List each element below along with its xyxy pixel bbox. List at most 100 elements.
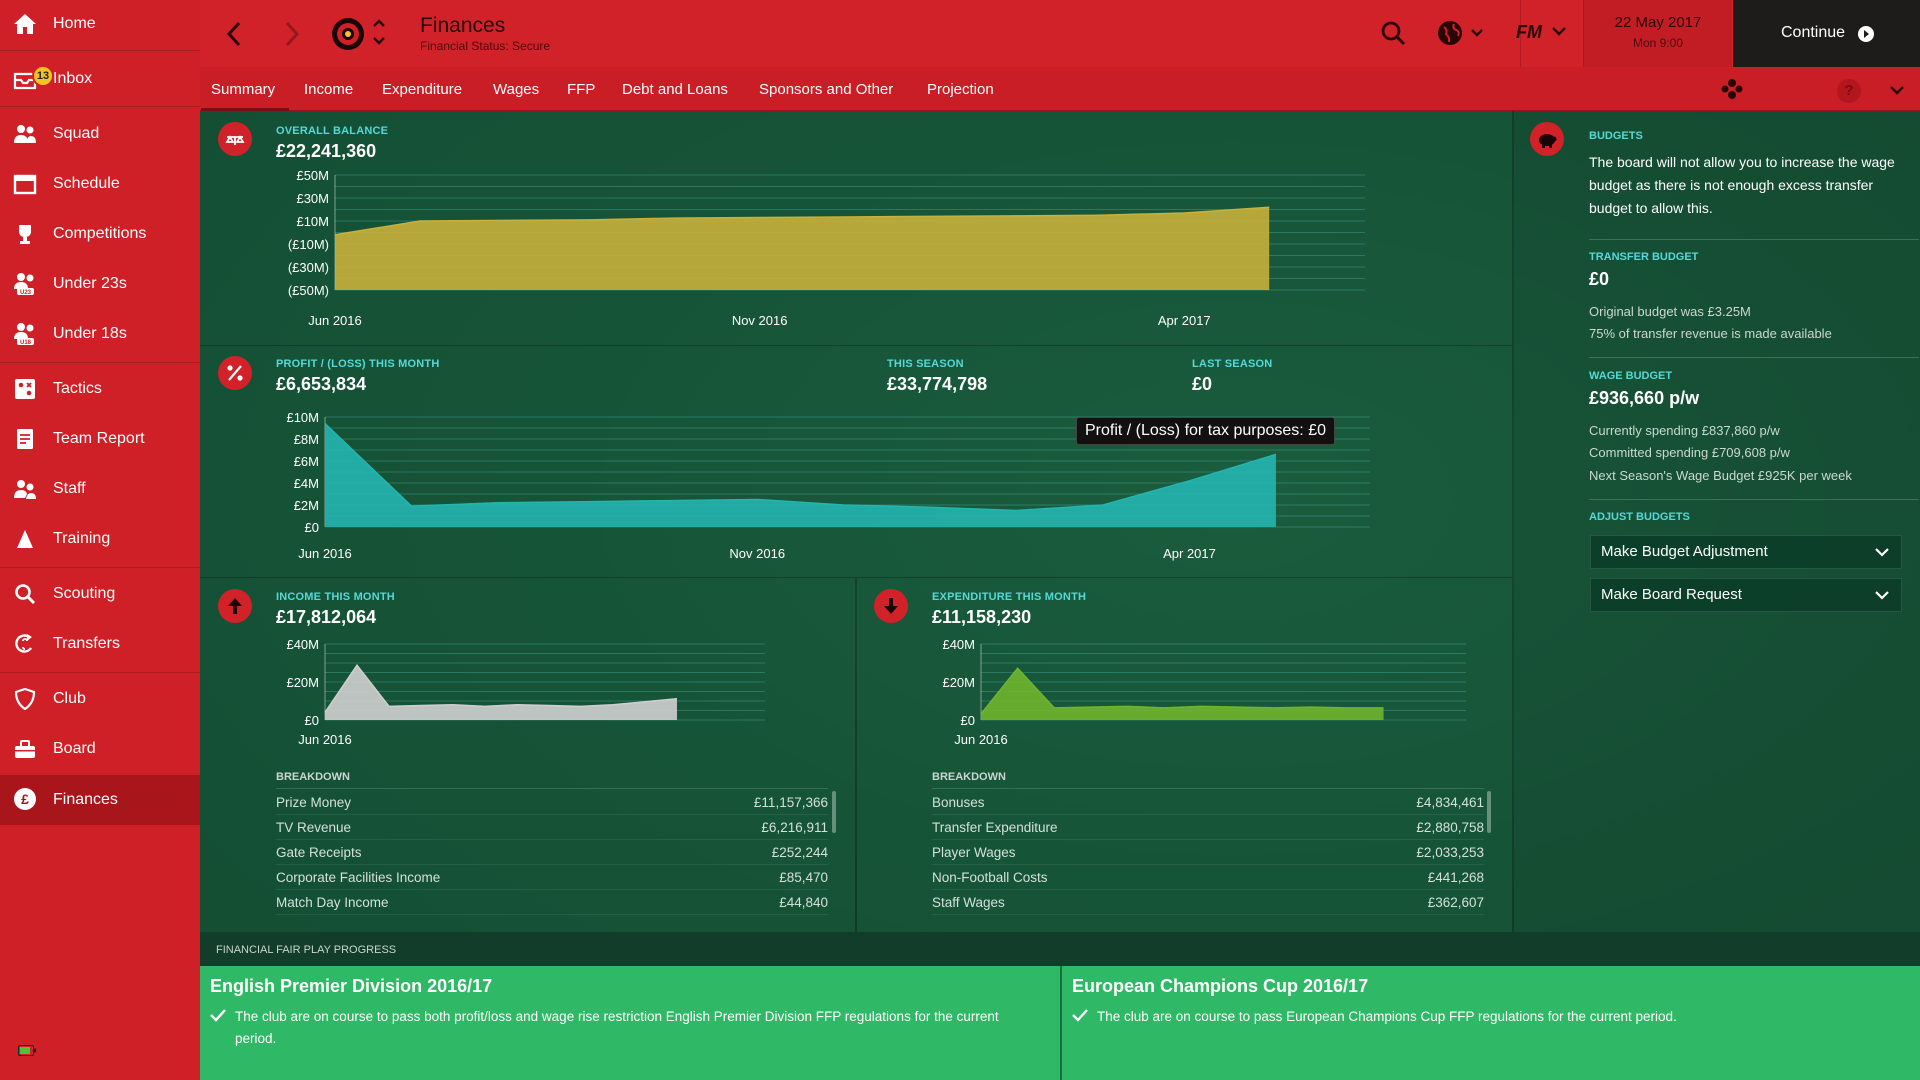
budgets-text: The board will not allow you to increase… [1589,154,1895,216]
wage-note-current: Currently spending £837,860 p/w [1589,423,1780,438]
chevron-down-icon [1875,536,1889,580]
nav-label: Training [53,530,111,547]
budget-adjustment-dropdown[interactable]: Make Budget Adjustment [1590,535,1902,569]
staff-icon [12,477,38,501]
nav-under-18s[interactable]: U18 Under 18s [0,310,200,358]
svg-text:U18: U18 [20,340,32,346]
play-icon [1857,25,1875,48]
nav-inbox[interactable]: 13 Inbox [0,55,200,103]
profit-section: PROFIT / (LOSS) THIS MONTH £6,653,834 TH… [200,346,1512,578]
y-tick-label: £20M [942,675,975,690]
board-request-dropdown[interactable]: Make Board Request [1590,578,1902,612]
row-value: £4,834,461 [1416,795,1484,810]
expenditure-value: £11,158,230 [932,607,1032,627]
y-tick-label: £50M [296,168,329,183]
chevron-down-icon[interactable] [1552,24,1566,42]
table-row[interactable]: Transfer Expenditure £2,880,758 [932,815,1484,840]
expenditure-section: EXPENDITURE THIS MONTH £11,158,230 £40M £… [857,578,1512,932]
nav-club[interactable]: Club [0,675,200,723]
sidebar: Home 13 Inbox Squad Schedule Competition… [0,0,200,1080]
back-icon[interactable] [226,20,242,53]
people-icon[interactable] [1720,78,1744,105]
divider [1520,0,1521,67]
forward-icon[interactable] [284,20,300,53]
arrow-up-icon [218,589,252,623]
club-icon [12,687,38,711]
nav-home[interactable]: Home [0,0,200,48]
nav-finances[interactable]: £ Finances [0,775,200,825]
expenditure-label: EXPENDITURE THIS MONTH [932,591,1087,603]
overall-balance-value: £22,241,360 [276,141,377,161]
table-row[interactable]: Gate Receipts £252,244 [276,840,828,865]
divider [276,788,828,789]
tab-sponsors-and-other[interactable]: Sponsors and Other [759,81,894,98]
fm-menu-label[interactable]: FM [1516,22,1542,42]
globe-icon[interactable] [1436,18,1484,53]
divider [1583,0,1584,67]
arrow-down-icon [874,589,908,623]
nav-label: Competitions [53,225,147,242]
nav-label: Finances [53,791,118,808]
nav-transfers[interactable]: Transfers [0,620,200,668]
x-tick-label: Jun 2016 [298,546,352,561]
header: Finances Financial Status: Secure FM 22 … [200,0,1920,67]
nav-scouting[interactable]: Scouting [0,570,200,618]
nav-tactics[interactable]: Tactics [0,365,200,413]
tab-expenditure[interactable]: Expenditure [382,81,463,98]
row-value: £2,880,758 [1416,820,1484,835]
tab-summary[interactable]: Summary [200,67,290,111]
table-row[interactable]: TV Revenue £6,216,911 [276,815,828,840]
tab-income[interactable]: Income [304,81,354,98]
x-tick-label: Jun 2016 [298,732,352,744]
wage-budget-value: £936,660 p/w [1589,388,1700,408]
wage-note-next-season: Next Season's Wage Budget £925K per week [1589,468,1852,483]
home-icon [12,12,38,36]
nav-board[interactable]: Board [0,725,200,773]
pound-icon: £ [12,787,38,811]
table-row[interactable]: Match Day Income £44,840 [276,890,828,915]
tab-ffp[interactable]: FFP [567,81,596,98]
tab-wages[interactable]: Wages [493,81,540,98]
board-icon [12,737,38,761]
inbox-icon: 13 [12,65,54,91]
help-icon[interactable]: ? [1837,79,1861,103]
divider [0,672,200,673]
nav-label: Squad [53,125,100,142]
chevron-down-icon[interactable] [1890,83,1904,101]
breakdown-label: BREAKDOWN [276,771,350,783]
table-row[interactable]: Staff Wages £362,607 [932,890,1484,915]
nav-competitions[interactable]: Competitions [0,210,200,258]
scrollbar[interactable] [832,791,836,833]
club-switch-icon[interactable] [372,17,386,52]
tab-debt-and-loans[interactable]: Debt and Loans [622,81,728,98]
nav-under-23s[interactable]: U23 Under 23s [0,260,200,308]
ffp-card-title: English Premier Division 2016/17 [210,976,493,996]
nav-label: Staff [53,480,86,497]
table-row[interactable]: Non-Football Costs £441,268 [932,865,1484,890]
row-value: £441,268 [1427,870,1484,885]
table-row[interactable]: Bonuses £4,834,461 [932,790,1484,815]
nav-training[interactable]: Training [0,515,200,563]
divider [855,578,857,932]
y-tick-label: £40M [942,637,975,652]
nav-staff[interactable]: Staff [0,465,200,513]
income-value: £17,812,064 [276,607,377,627]
ffp-card-premier: English Premier Division 2016/17 The clu… [200,966,1060,1080]
check-icon [1072,1008,1088,1027]
scrollbar[interactable] [1487,791,1491,833]
series-line [334,206,1270,236]
table-row[interactable]: Corporate Facilities Income £85,470 [276,865,828,890]
search-icon[interactable] [1380,20,1406,51]
nav-team-report[interactable]: Team Report [0,415,200,463]
u18-icon: U18 [12,322,38,346]
row-name: Prize Money [276,795,352,810]
continue-button[interactable]: Continue [1733,0,1920,67]
table-row[interactable]: Player Wages £2,033,253 [932,840,1484,865]
table-row[interactable]: Prize Money £11,157,366 [276,790,828,815]
row-name: Staff Wages [932,895,1005,910]
nav-schedule[interactable]: Schedule [0,160,200,208]
nav-squad[interactable]: Squad [0,110,200,158]
y-tick-label: (£10M) [288,237,329,252]
overall-balance-chart: £50M £30M £10M (£10M) (£30M) (£50M) Jun 2016 No… [288,168,1365,328]
tab-projection[interactable]: Projection [927,81,994,98]
